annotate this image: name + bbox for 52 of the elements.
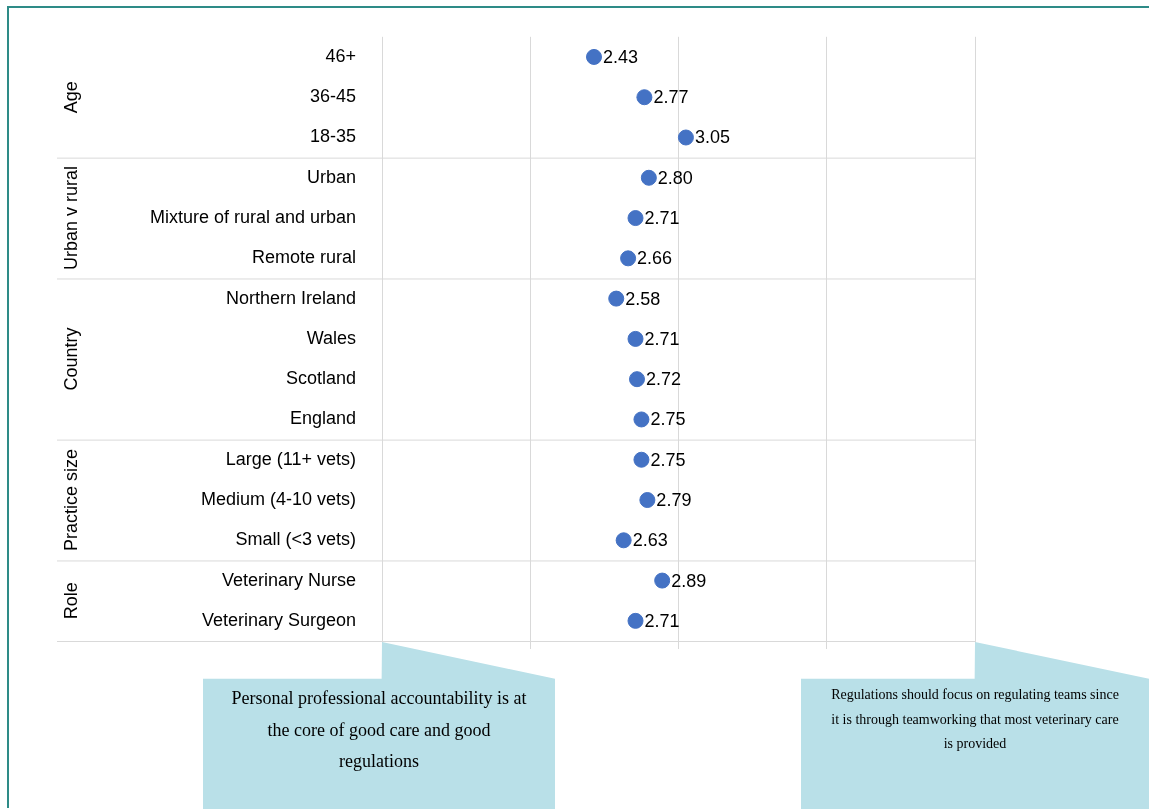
data-label: 2.89 (671, 570, 707, 591)
data-label: 2.58 (625, 288, 661, 309)
data-label: 2.75 (650, 409, 686, 430)
y-tick-label: Mixture of rural and urban (149, 207, 356, 228)
data-label: 2.71 (644, 328, 680, 349)
point (608, 290, 625, 307)
point (586, 48, 602, 65)
y-tick-label: 36-45 (309, 86, 356, 107)
y-tick-label: Remote rural (251, 247, 356, 268)
y-tick-label: Veterinary Surgeon (201, 609, 356, 630)
point (627, 210, 644, 227)
y-tick-label: England (289, 408, 356, 429)
y-tick-label: Large (11+ vets) (225, 448, 356, 469)
data-label: 2.66 (637, 248, 673, 269)
point (654, 572, 671, 589)
text: Country (60, 327, 81, 391)
data-label: 2.71 (644, 610, 680, 631)
data-label: 2.77 (653, 87, 689, 108)
data-label: 2.72 (645, 369, 682, 390)
y-tick-label: 18-35 (309, 126, 356, 147)
data-label: 2.63 (632, 530, 668, 551)
point (627, 612, 644, 629)
y-tick-label: Northern Ireland (225, 287, 356, 308)
data-label: 3.05 (694, 127, 730, 148)
point (628, 371, 645, 388)
y-tick-label: Veterinary Nurse (221, 569, 356, 590)
y-tick-label: Wales (306, 327, 356, 348)
point (620, 250, 637, 267)
text: Urban v rural (60, 166, 81, 271)
y-tick-label: Scotland (285, 368, 356, 389)
text: Personal professional accountability is at the core of good care and good regulations (230, 687, 528, 773)
text: Regulations should focus on regulating teams since it is through teamworking that most veterinary care is provided (830, 686, 1120, 753)
y-tick-label: 46+ (325, 45, 356, 66)
data-label: 2.75 (650, 449, 686, 470)
point (640, 169, 657, 186)
text: Practice size (60, 449, 81, 552)
y-tick-label: Small (<3 vets) (235, 529, 356, 550)
point (615, 532, 632, 549)
data-label: 2.71 (644, 208, 680, 229)
text: Role (60, 582, 81, 620)
point (677, 129, 694, 146)
data-label: 2.43 (603, 46, 639, 67)
point (633, 411, 650, 428)
point (627, 330, 644, 347)
point (633, 451, 650, 468)
point (639, 492, 656, 509)
point (636, 89, 653, 106)
y-tick-label: Medium (4-10 vets) (200, 488, 356, 509)
text: Age (60, 81, 81, 114)
data-label: 2.80 (657, 167, 693, 188)
y-tick-label: Urban (306, 166, 356, 187)
data-label: 2.79 (656, 489, 692, 510)
